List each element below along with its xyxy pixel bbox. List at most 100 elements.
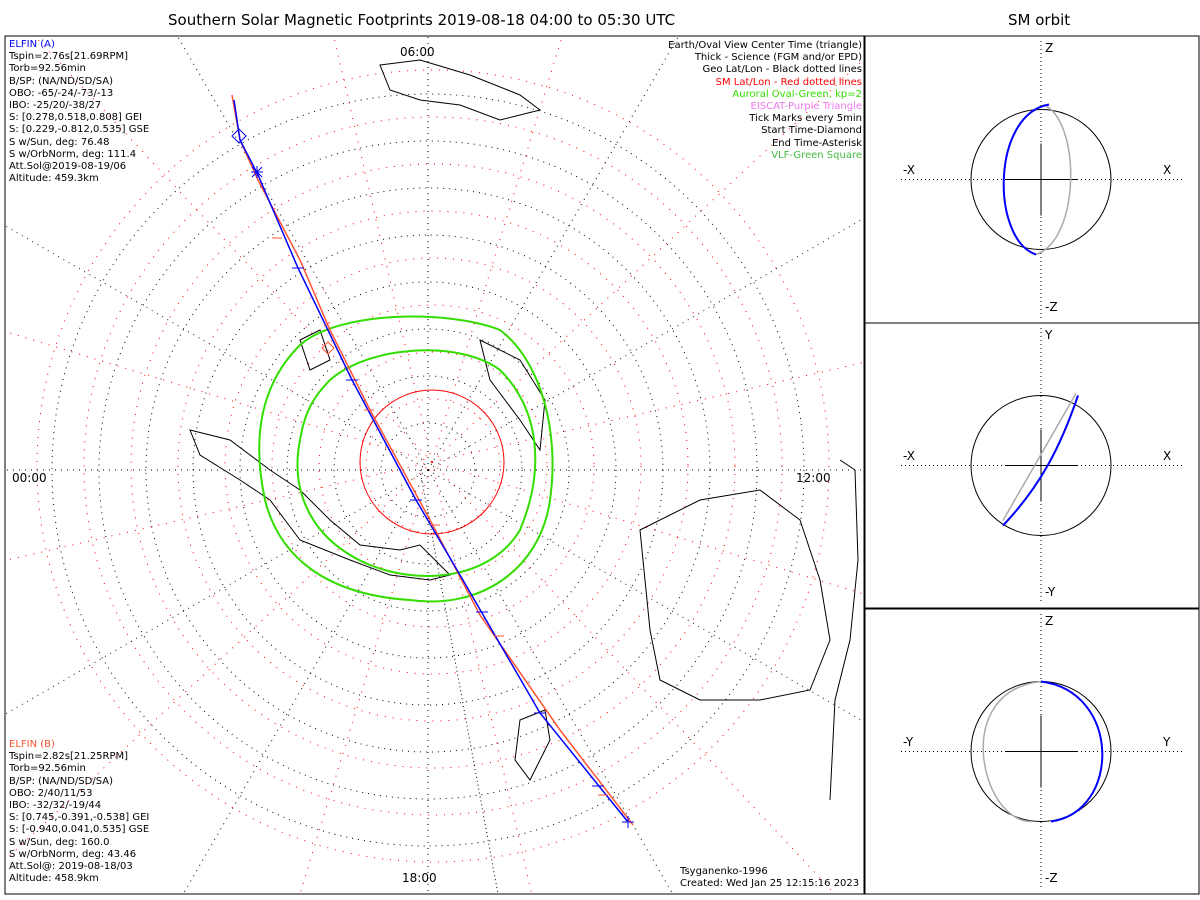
geo-lon-line — [5, 469, 429, 715]
info-line: Torb=92.56min — [9, 63, 86, 75]
orbit-axis-label-left: -X — [903, 448, 915, 463]
orbit-axis-label-right: X — [1163, 448, 1172, 463]
geo-lon-line — [427, 469, 674, 894]
sm-lon-line — [333, 36, 433, 463]
start-diamond-icon — [231, 128, 247, 144]
info-line: S: [0.745,-0.391,-0.538] GEI — [9, 812, 150, 824]
orbit-axis-label-right: Y — [1163, 734, 1171, 749]
elfin-a-orbit — [1040, 680, 1104, 823]
elfin-a-name: ELFIN (A) — [9, 39, 55, 50]
sm-lon-line — [299, 461, 433, 894]
orbit-axis-label-bottom: -Y — [1045, 585, 1056, 599]
sm-lon-line — [431, 461, 533, 894]
info-line: OBO: 2/40/11/53 — [9, 787, 93, 799]
sm-lat-circle — [271, 304, 595, 628]
time-label-bottom: 18:00 — [402, 871, 437, 885]
auroral-ovals — [258, 315, 554, 603]
coastlines — [189, 59, 859, 801]
end-asterisk-icon — [251, 166, 634, 828]
created-label: Created: Wed Jan 25 12:15:16 2023 — [680, 878, 860, 890]
elfin-a-orbit — [1002, 395, 1079, 527]
elfin-b-ticks — [272, 237, 608, 796]
legend-item: Thick - Science (FGM and/or EPD) — [694, 52, 862, 64]
geo-lat-circle — [286, 328, 570, 612]
info-line: S w/OrbNorm, deg: 43.46 — [9, 848, 137, 860]
orbit-path-gray — [1002, 393, 1077, 521]
elfin-b-track — [231, 94, 634, 826]
legend-item: Tick Marks every 5min — [749, 113, 862, 125]
legend-item: Start Time-Diamond — [761, 125, 862, 137]
info-line: S: [0.278,0.518,0.808] GEI — [9, 112, 143, 124]
sm-lat-circle — [177, 210, 689, 722]
info-line: OBO: -65/-24/-73/-13 — [9, 87, 114, 99]
info-line: Tspin=2.82s[21.25RPM] — [9, 751, 129, 763]
orbit-title: SM orbit — [1008, 11, 1071, 29]
info-line: B/SP: (NA/ND/SD/SA) — [9, 775, 113, 787]
sm-lat-circle — [318, 351, 548, 581]
sm-pole-circle — [359, 389, 505, 535]
elfin-a-orbit — [1002, 103, 1050, 256]
orbit-path-gray — [1035, 103, 1072, 256]
time-label-top: 06:00 — [400, 45, 435, 59]
orbit-axis-label-top: Y — [1045, 328, 1053, 342]
geo-lon-line — [5, 225, 429, 471]
legend-item: Geo Lat/Lon - Black dotted lines — [702, 64, 862, 76]
info-line: B/SP: (NA/ND/SD/SA) — [9, 75, 113, 87]
info-line: Torb=92.56min — [9, 763, 86, 775]
orbit-axis-label-top: Z — [1045, 614, 1054, 628]
info-line: S w/OrbNorm, deg: 111.4 — [9, 148, 137, 160]
orbit-panel-frame — [864, 608, 1200, 895]
geo-lat-circle — [51, 93, 805, 847]
sm-lon-line — [5, 330, 433, 463]
earth-axes — [1005, 429, 1077, 502]
time-label-right: 12:00 — [796, 471, 831, 485]
info-line: Altitude: 459.3km — [9, 173, 99, 185]
geo-lon-line — [182, 469, 429, 894]
info-line: S w/Sun, deg: 76.48 — [9, 136, 110, 148]
info-line: Att.Sol@: 2019-08-18/03 — [9, 860, 133, 872]
elfin-a-lines: Tspin=2.76s[21.69RPM] Torb=92.56min B/SP: … — [9, 51, 149, 185]
main-frame — [4, 35, 865, 895]
main-title: Southern Solar Magnetic Footprints 2019-… — [168, 11, 676, 29]
sm-lat-circle — [365, 398, 501, 534]
sm-lat-circle — [224, 257, 642, 675]
sm-lat-circle — [83, 116, 783, 816]
elfin-b-name: ELFIN (B) — [9, 739, 55, 750]
orbit-axis-label-right: X — [1163, 162, 1172, 177]
info-line: S: [-0.940,0.041,0.535] GSE — [9, 824, 150, 836]
footer: Tsyganenko-1996 Created: Wed Jan 25 12:1… — [680, 866, 859, 890]
legend-item: Auroral Oval-Green, kp=2 — [732, 88, 862, 100]
sm-lat-circle — [36, 69, 830, 863]
start-diamond-icon — [321, 341, 335, 355]
orbit-axis-label-bottom: -Z — [1045, 300, 1058, 314]
earth-circle — [970, 109, 1112, 250]
info-line: Att.Sol@2019-08-19/06 — [9, 160, 127, 172]
earth-axes — [1005, 143, 1077, 216]
grid — [5, 36, 864, 894]
earth-circle — [970, 395, 1112, 536]
geo-lat-circle — [98, 140, 758, 800]
orbit-axis-label-left: -X — [903, 162, 915, 177]
geo-lat-circle — [239, 281, 617, 659]
elfin-a-info: ELFIN (A) Tspin=2.76s[21.69RPM] Torb=92.5… — [9, 39, 149, 185]
orbit-path-gray — [982, 680, 1042, 823]
info-line: S w/Sun, deg: 160.0 — [9, 836, 110, 848]
info-line: IBO: -32/32/-19/44 — [9, 799, 102, 811]
time-label-left: 00:00 — [12, 471, 47, 485]
orbit-panels — [864, 35, 1200, 895]
sm-lon-line — [431, 461, 864, 595]
orbit-axis-label-left: -Y — [903, 734, 914, 749]
legend-item: End Time-Asterisk — [771, 137, 862, 149]
orbit-axis-label-top: Z — [1045, 41, 1054, 55]
legend: Earth/Oval View Center Time (triangle) Th… — [668, 40, 862, 162]
sm-lat-circle — [130, 163, 736, 769]
model-label: Tsyganenko-1996 — [680, 866, 768, 877]
sm-lon-line — [431, 461, 836, 894]
polar-map — [5, 36, 864, 894]
legend-item: SM Lat/Lon - Red dotted lines — [715, 76, 862, 88]
info-line: Altitude: 458.9km — [9, 873, 99, 885]
info-line: S: [0.229,-0.812,0.535] GSE — [9, 124, 150, 136]
info-line: IBO: -25/20/-38/27 — [9, 99, 102, 111]
geo-lon-line — [427, 36, 680, 471]
geo-lon-line — [427, 469, 864, 723]
